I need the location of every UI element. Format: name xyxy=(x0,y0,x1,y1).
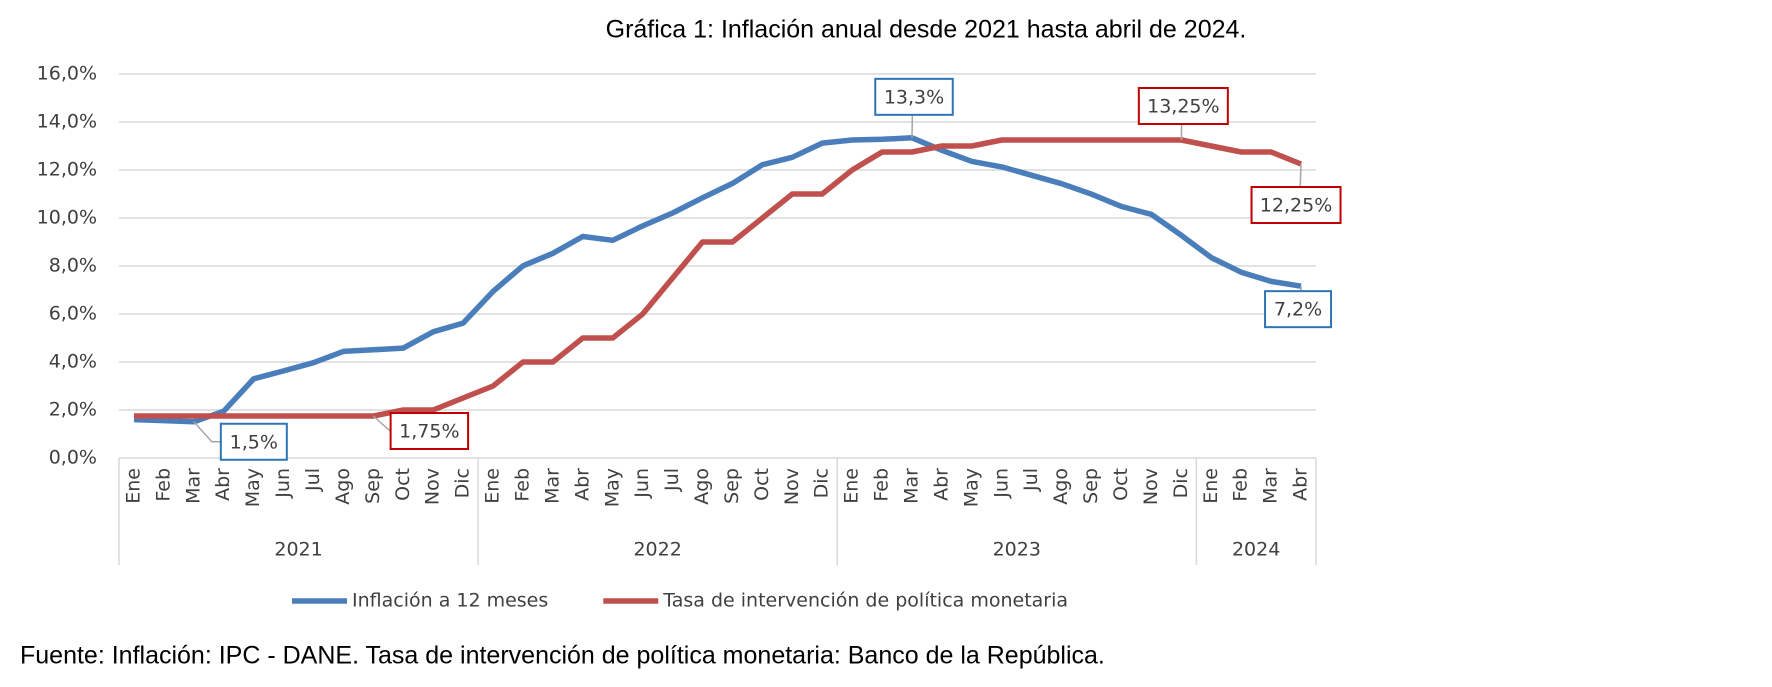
legend-label: Inflación a 12 meses xyxy=(352,590,548,612)
x-tick-label: Oct xyxy=(751,468,773,501)
x-tick-label: Sep xyxy=(1080,468,1102,504)
source-note: Fuente: Inflación: IPC - DANE. Tasa de i… xyxy=(20,642,1105,670)
x-tick-label: Abr xyxy=(930,468,952,501)
x-tick-label: Ene xyxy=(122,468,144,504)
label-box xyxy=(219,422,288,461)
x-tick-label: Jul xyxy=(302,468,324,492)
y-tick-label: 0,0% xyxy=(49,447,97,469)
x-tick-label: Jun xyxy=(631,468,653,499)
x-tick-label: Nov xyxy=(781,468,803,505)
x-tick-label: Sep xyxy=(721,468,743,504)
data-label: 13,25% xyxy=(1147,96,1219,118)
x-tick-label: Feb xyxy=(511,468,533,502)
y-tick-label: 12,0% xyxy=(37,159,97,181)
x-tick-label: Ago xyxy=(1050,468,1072,505)
x-tick-label: Abr xyxy=(1290,468,1312,501)
y-tick-label: 14,0% xyxy=(37,111,97,133)
x-tick-label: Feb xyxy=(871,468,893,502)
x-tick-label: Jun xyxy=(272,468,294,499)
legend-label: Tasa de intervención de política monetar… xyxy=(662,590,1068,612)
year-label: 2021 xyxy=(274,539,322,561)
year-label: 2022 xyxy=(633,539,681,561)
x-tick-label: Ago xyxy=(691,468,713,505)
label-box xyxy=(874,77,954,116)
x-tick-label: Ene xyxy=(482,468,504,504)
x-tick-label: Mar xyxy=(1260,468,1282,504)
x-tick-label: Jul xyxy=(661,468,683,492)
y-tick-label: 6,0% xyxy=(49,303,97,325)
x-tick-label: Mar xyxy=(541,468,563,504)
year-label: 2023 xyxy=(993,539,1041,561)
data-label: 13,3% xyxy=(884,86,944,108)
series-line xyxy=(133,135,1302,425)
data-label: 1,75% xyxy=(399,421,459,443)
x-tick-label: Oct xyxy=(1110,468,1132,501)
series-line xyxy=(134,137,1303,419)
x-tick-label: Oct xyxy=(392,468,414,501)
x-tick-label: Sep xyxy=(362,468,384,504)
y-tick-label: 2,0% xyxy=(49,399,97,421)
data-label: 7,2% xyxy=(1274,299,1322,321)
x-tick-label: Mar xyxy=(182,468,204,504)
x-tick-label: Jun xyxy=(990,468,1012,499)
y-tick-label: 8,0% xyxy=(49,255,97,277)
x-tick-label: Ene xyxy=(1200,468,1222,504)
x-tick-label: Nov xyxy=(1140,468,1162,505)
chart-title: Gráfica 1: Inflación anual desde 2021 ha… xyxy=(606,16,1247,44)
year-label: 2024 xyxy=(1232,539,1280,561)
x-tick-label: Abr xyxy=(212,468,234,501)
y-tick-label: 4,0% xyxy=(49,351,97,373)
x-tick-label: Ene xyxy=(841,468,863,504)
x-tick-label: May xyxy=(242,468,264,507)
data-label: 12,25% xyxy=(1260,195,1332,217)
x-tick-label: Dic xyxy=(1170,468,1192,498)
x-tick-label: May xyxy=(601,468,623,507)
x-tick-label: Dic xyxy=(452,468,474,498)
label-box xyxy=(1250,186,1342,224)
x-tick-label: Ago xyxy=(332,468,354,505)
x-tick-label: Dic xyxy=(811,468,833,498)
label-box xyxy=(1264,290,1333,329)
x-tick-label: Abr xyxy=(571,468,593,501)
x-tick-label: Feb xyxy=(1230,468,1252,502)
x-tick-label: Mar xyxy=(901,468,923,504)
label-box xyxy=(1137,87,1229,125)
y-tick-label: 10,0% xyxy=(37,207,97,229)
x-tick-label: Feb xyxy=(152,468,174,502)
data-label: 1,5% xyxy=(230,431,278,453)
y-tick-label: 16,0% xyxy=(37,63,97,85)
x-tick-label: Jul xyxy=(1020,468,1042,492)
x-tick-label: May xyxy=(960,468,982,507)
label-box xyxy=(389,412,470,450)
x-tick-label: Nov xyxy=(422,468,444,505)
